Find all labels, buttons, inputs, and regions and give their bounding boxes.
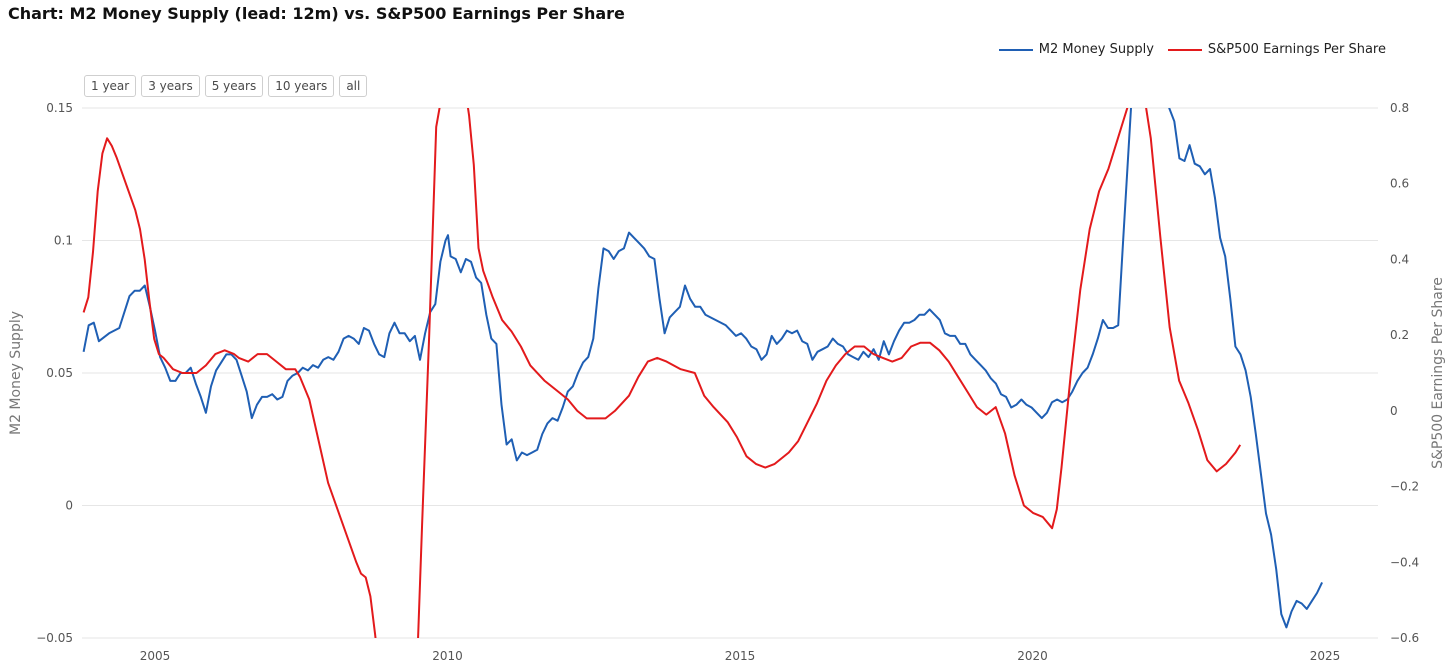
right-tick-label: −0.2	[1390, 480, 1419, 494]
x-tick-label: 2020	[1017, 649, 1048, 663]
right-tick-label: 0.8	[1390, 101, 1409, 115]
sp500-eps-line	[82, 108, 1242, 638]
right-tick-label: 0	[1390, 404, 1398, 418]
range-button-all[interactable]: all	[339, 75, 368, 97]
range-button-3-years[interactable]: 3 years	[141, 75, 200, 97]
legend-swatch-m2	[998, 48, 1033, 51]
range-button-10-years[interactable]: 10 years	[268, 75, 335, 97]
right-tick-label: −0.6	[1390, 631, 1419, 645]
x-tick-label: 2015	[725, 649, 756, 663]
x-tick-label: 2005	[140, 649, 171, 663]
x-tick-label: 2010	[432, 649, 463, 663]
range-button-5-years[interactable]: 5 years	[204, 75, 264, 97]
legend-item-m2[interactable]: M2 Money Supply	[998, 42, 1154, 57]
left-tick-label: 0.15	[46, 101, 73, 115]
left-tick-label: −0.05	[36, 631, 73, 645]
right-tick-label: 0.4	[1390, 252, 1409, 266]
left-tick-label: 0.1	[54, 234, 73, 248]
range-button-1-year[interactable]: 1 year	[84, 75, 137, 97]
x-tick-label: 2025	[1310, 649, 1341, 663]
right-tick-label: 0.6	[1390, 177, 1409, 191]
legend-swatch-eps	[1167, 48, 1202, 51]
right-tick-label: 0.2	[1390, 328, 1409, 342]
range-selector: 1 year 3 years 5 years 10 years all	[84, 75, 368, 97]
legend-label-m2: M2 Money Supply	[1038, 42, 1154, 57]
right-tick-label: −0.4	[1390, 555, 1419, 569]
legend-item-eps[interactable]: S&P500 Earnings Per Share	[1167, 42, 1386, 57]
left-tick-label: 0.05	[46, 366, 73, 380]
left-tick-label: 0	[65, 499, 73, 513]
chart-title: Chart: M2 Money Supply (lead: 12m) vs. S…	[8, 4, 625, 23]
right-axis-title: S&P500 Earnings Per Share	[1430, 277, 1446, 469]
legend-label-eps: S&P500 Earnings Per Share	[1207, 42, 1386, 57]
m2-money-supply-line	[82, 108, 1324, 629]
legend: M2 Money Supply S&P500 Earnings Per Shar…	[998, 42, 1386, 57]
left-axis-title: M2 Money Supply	[8, 311, 24, 435]
